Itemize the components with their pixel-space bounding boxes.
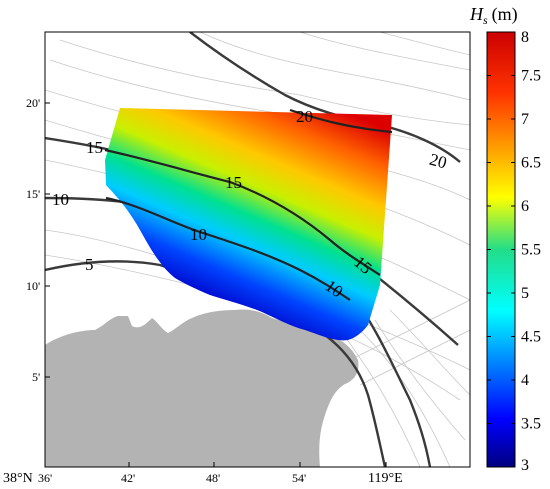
colorbar-tick-label: 7 xyxy=(521,111,529,128)
land-area xyxy=(45,309,359,467)
y-tick-label: 10' xyxy=(26,279,40,293)
x-corner-label: 38°N xyxy=(3,471,33,486)
y-tick-label: 20' xyxy=(26,96,40,110)
contour-label-10: 10 xyxy=(52,190,69,209)
x-ticks xyxy=(44,462,387,467)
contour-label-20: 20 xyxy=(296,107,313,126)
contour-label-15: 15 xyxy=(225,173,242,192)
y-tick-label: 15' xyxy=(26,187,40,201)
colorbar-tick-label: 5.5 xyxy=(521,242,541,259)
x-tick-label: 119°E xyxy=(368,471,403,486)
y-ticks xyxy=(45,102,50,378)
x-tick-label: 48' xyxy=(206,471,220,485)
contour-label-5: 5 xyxy=(85,255,94,274)
x-tick-label: 36' xyxy=(38,471,52,485)
colorbar-tick-label: 6.5 xyxy=(521,155,541,172)
contour-label-10: 10 xyxy=(190,225,207,244)
colorbar-tick-label: 7.5 xyxy=(521,68,541,85)
colorbar-tick-label: 3.5 xyxy=(521,416,541,433)
x-tick-label: 42' xyxy=(121,471,135,485)
x-tick-label: 54' xyxy=(292,471,306,485)
colorbar-tick-label: 4 xyxy=(521,372,529,389)
colorbar-title: Hs (m) xyxy=(469,4,518,27)
field-contours xyxy=(104,108,393,301)
plot-frame xyxy=(44,31,471,468)
y-tick-label: 5' xyxy=(32,370,40,384)
colorbar-tick-label: 8 xyxy=(521,29,529,46)
colorbar-gradient xyxy=(486,31,516,468)
contour-label-20: 20 xyxy=(427,150,448,173)
colorbar-tick-label: 4.5 xyxy=(521,329,541,346)
contour-label-15: 15 xyxy=(86,138,103,157)
colorbar-tick-label: 5 xyxy=(521,285,529,302)
colorbar-tick-label: 6 xyxy=(521,198,529,215)
colorbar-tick-label: 3 xyxy=(521,457,529,474)
colorbar: 8 7.5 7 6.5 6 5.5 5 4.5 4 3.5 3 Hs (m) xyxy=(469,4,541,474)
